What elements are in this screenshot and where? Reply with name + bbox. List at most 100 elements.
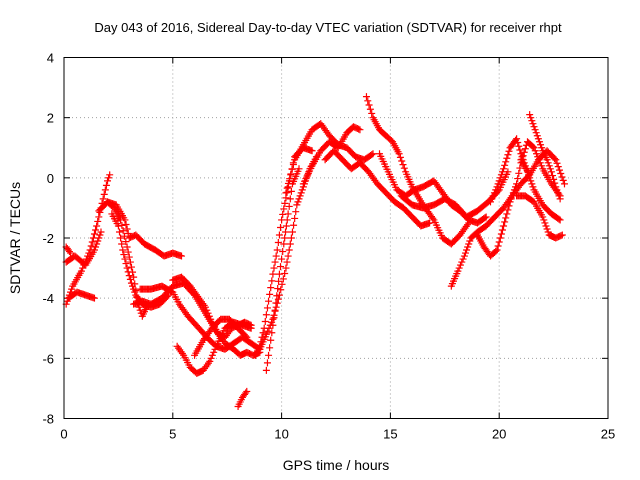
data-point (530, 144, 538, 152)
data-point (203, 306, 211, 314)
data-point (272, 252, 280, 260)
data-point (547, 168, 555, 176)
series-arc-l (191, 315, 251, 359)
data-point (277, 263, 285, 271)
data-point (265, 297, 273, 305)
data-point (296, 192, 304, 200)
data-point (398, 157, 406, 165)
data-point (281, 269, 289, 277)
data-point (270, 311, 278, 319)
data-point (291, 214, 299, 222)
data-point (266, 290, 274, 298)
data-point (274, 239, 282, 247)
data-point (365, 101, 373, 109)
data-point (278, 280, 286, 288)
data-point (275, 291, 283, 299)
data-point (521, 145, 529, 153)
data-point (544, 159, 552, 167)
series-arc-x (473, 138, 564, 260)
data-point (529, 143, 537, 151)
data-point (122, 260, 130, 268)
x-tick-label: 15 (383, 427, 397, 442)
data-point (93, 222, 101, 230)
data-point (124, 268, 132, 276)
y-tick-label: -2 (42, 231, 54, 246)
plot-frame (63, 57, 609, 419)
data-point (488, 195, 496, 203)
data-point (560, 180, 568, 188)
data-point (120, 232, 128, 240)
data-point (122, 238, 130, 246)
data-point (498, 226, 506, 234)
data-point (454, 267, 462, 275)
data-point (90, 230, 98, 238)
data-point (545, 162, 553, 170)
data-point (539, 213, 547, 221)
data-point (551, 154, 559, 162)
data-point (543, 225, 551, 233)
data-point (117, 216, 125, 224)
y-tick-label: -4 (42, 291, 54, 306)
data-point (283, 184, 291, 192)
series-arc-r (299, 123, 364, 188)
data-point (498, 168, 506, 176)
series-arc-d (64, 288, 98, 302)
data-point (368, 151, 376, 159)
data-point (456, 261, 464, 269)
data-point (90, 294, 98, 302)
data-point (492, 247, 500, 255)
data-point (68, 285, 76, 293)
data-point (395, 150, 403, 158)
data-point (126, 275, 134, 283)
data-point (95, 234, 103, 242)
data-point (125, 272, 133, 280)
data-point (298, 186, 306, 194)
data-point (92, 226, 100, 234)
data-point (532, 129, 540, 137)
data-point (356, 126, 364, 134)
data-point (130, 285, 138, 293)
data-point (520, 148, 528, 156)
data-point (295, 195, 303, 203)
data-point (531, 126, 539, 134)
data-point (554, 189, 562, 197)
data-point (556, 195, 564, 203)
data-point (123, 225, 131, 233)
data-point (552, 183, 560, 191)
data-point (273, 246, 281, 254)
data-point (266, 321, 274, 329)
data-point (549, 172, 557, 180)
data-point (429, 214, 437, 222)
data-point (557, 232, 565, 240)
x-tick-label: 0 (60, 427, 67, 442)
data-point (496, 174, 504, 182)
data-point (495, 238, 503, 246)
data-point (204, 309, 212, 317)
data-point (63, 297, 71, 305)
data-point (288, 228, 296, 236)
data-point (513, 135, 521, 143)
data-point (515, 142, 523, 150)
data-point (535, 138, 543, 146)
data-point (243, 387, 251, 395)
data-point (201, 303, 209, 311)
data-point (94, 217, 102, 225)
data-point (277, 286, 285, 294)
data-point (104, 177, 112, 185)
data-point (497, 171, 505, 179)
y-tick-label: 2 (47, 111, 54, 126)
data-point (194, 292, 202, 300)
data-point (123, 264, 131, 272)
data-point (287, 170, 295, 178)
data-point (268, 329, 276, 337)
data-point (289, 161, 297, 169)
data-point (493, 246, 501, 254)
data-point (506, 198, 514, 206)
data-point (500, 222, 508, 230)
data-point (465, 240, 473, 248)
data-point (540, 216, 548, 224)
data-point (455, 264, 463, 272)
data-point (123, 243, 131, 251)
data-point (97, 228, 105, 236)
data-point (529, 120, 537, 128)
